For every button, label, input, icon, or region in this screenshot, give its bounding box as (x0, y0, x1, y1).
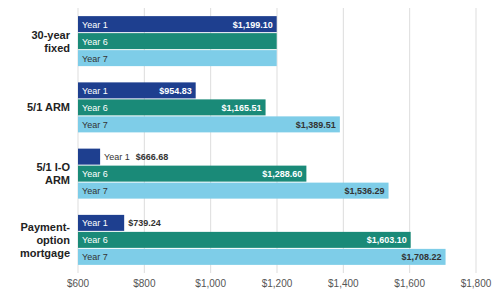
data-label: $739.24 (128, 218, 161, 228)
grid (78, 8, 476, 273)
series-label: Year 7 (82, 252, 108, 262)
x-tick-label: $1,000 (195, 278, 226, 289)
data-label: $1,536.29 (344, 186, 384, 196)
category-label-line: 5/1 ARM (27, 101, 70, 113)
series-label: Year 6 (82, 103, 108, 113)
x-tick-label: $1,200 (262, 278, 293, 289)
x-tick-label: $600 (67, 278, 90, 289)
series-label: Year 6 (82, 169, 108, 179)
bar (78, 99, 266, 115)
series-label: Year 6 (82, 235, 108, 245)
series-label: Year 1 (104, 152, 130, 162)
series-label: Year 7 (82, 120, 108, 130)
category-label-line: Payment- (20, 221, 70, 233)
x-tick-label: $1,400 (328, 278, 359, 289)
bar (78, 232, 411, 248)
data-label: $666.68 (136, 152, 169, 162)
labels: Year 1 $1,199.10 Year 6 Year 7 Year 1 $954.83… (82, 20, 442, 263)
category-label-line: option (36, 234, 70, 246)
data-label: $1,603.10 (367, 235, 407, 245)
category-label-line: 30-year (31, 29, 70, 41)
bar (78, 183, 389, 199)
bar (78, 33, 277, 49)
series-label: Year 7 (82, 186, 108, 196)
x-tick-label: $1,800 (461, 278, 492, 289)
series-label: Year 7 (82, 54, 108, 64)
category-label-line: ARM (45, 174, 70, 186)
data-label: $1,288.60 (262, 169, 302, 179)
series-label: Year 1 (82, 20, 108, 30)
bar (78, 82, 196, 98)
series-label: Year 1 (82, 218, 108, 228)
category-label-line: fixed (44, 42, 70, 54)
series-label: Year 6 (82, 37, 108, 47)
category-label-line: mortgage (20, 247, 70, 259)
category-label: Payment-optionmortgage (20, 221, 70, 259)
data-label: $1,708.22 (402, 252, 442, 262)
bar (78, 215, 124, 231)
x-tick-label: $1,600 (394, 278, 425, 289)
series-label: Year 1 (82, 86, 108, 96)
category-label: 30-yearfixed (31, 29, 70, 54)
category-label: 5/1 ARM (27, 101, 70, 113)
bar (78, 166, 306, 182)
bars (78, 16, 446, 265)
x-tick-label: $800 (133, 278, 156, 289)
data-label: $1,199.10 (233, 20, 273, 30)
bar (78, 16, 277, 32)
bar (78, 50, 277, 66)
data-label: $1,165.51 (222, 103, 262, 113)
bar (78, 149, 100, 165)
chart: $600 $800 $1,000 $1,200 $1,400 $1,600 $1,800 30… (0, 0, 500, 295)
category-label: 5/1 I-OARM (36, 161, 70, 186)
data-label: $954.83 (159, 86, 192, 96)
page: {"chart_data": {"type": "bar", "orientat… (0, 0, 500, 295)
category-label-line: 5/1 I-O (36, 161, 70, 173)
bar (78, 249, 446, 265)
grid-line (476, 8, 477, 273)
data-label: $1,389.51 (296, 120, 336, 130)
bar (78, 116, 340, 132)
